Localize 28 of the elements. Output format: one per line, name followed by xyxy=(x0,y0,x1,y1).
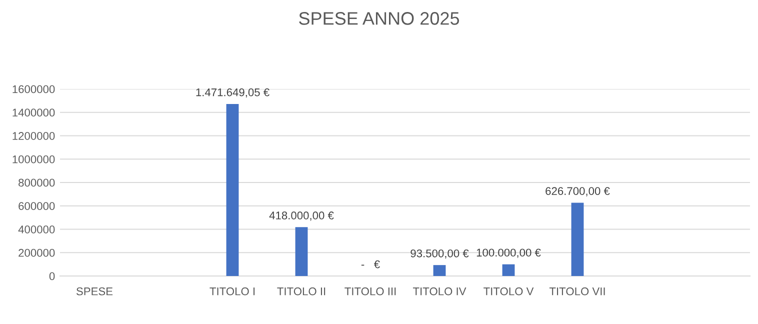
y-tick-label: 1200000 xyxy=(12,132,55,140)
data-label: 1.471.649,05 € xyxy=(196,88,270,98)
bar xyxy=(571,202,584,276)
y-tick-label: 1000000 xyxy=(12,155,55,164)
bar xyxy=(295,227,308,276)
data-label: - € xyxy=(361,260,380,268)
y-tick-label: 200000 xyxy=(18,248,55,257)
data-label: 93.500,00 € xyxy=(410,249,469,259)
x-tick-label: TITOLO I xyxy=(210,287,255,296)
bar xyxy=(502,264,515,276)
x-tick-label: TITOLO V xyxy=(484,287,534,296)
y-tick-label: 600000 xyxy=(18,202,55,210)
y-tick-label: 800000 xyxy=(18,178,55,187)
x-tick-label: TITOLO III xyxy=(344,287,396,296)
bar xyxy=(433,265,446,276)
data-label: 100.000,00 € xyxy=(476,248,541,258)
chart-title: SPESE ANNO 2025 xyxy=(299,12,460,25)
bar xyxy=(226,104,239,276)
y-tick-label: 0 xyxy=(49,272,55,280)
data-label: 418.000,00 € xyxy=(269,212,334,221)
x-tick-label: TITOLO II xyxy=(277,287,326,296)
x-tick-label: TITOLO VII xyxy=(549,287,605,296)
y-tick-label: 1400000 xyxy=(12,108,55,117)
data-label: 626.700,00 € xyxy=(546,187,610,196)
y-tick-label: 1600000 xyxy=(12,85,55,94)
x-tick-label: SPESE xyxy=(76,287,113,296)
x-tick-label: TITOLO IV xyxy=(412,287,466,296)
y-tick-label: 400000 xyxy=(18,226,55,234)
